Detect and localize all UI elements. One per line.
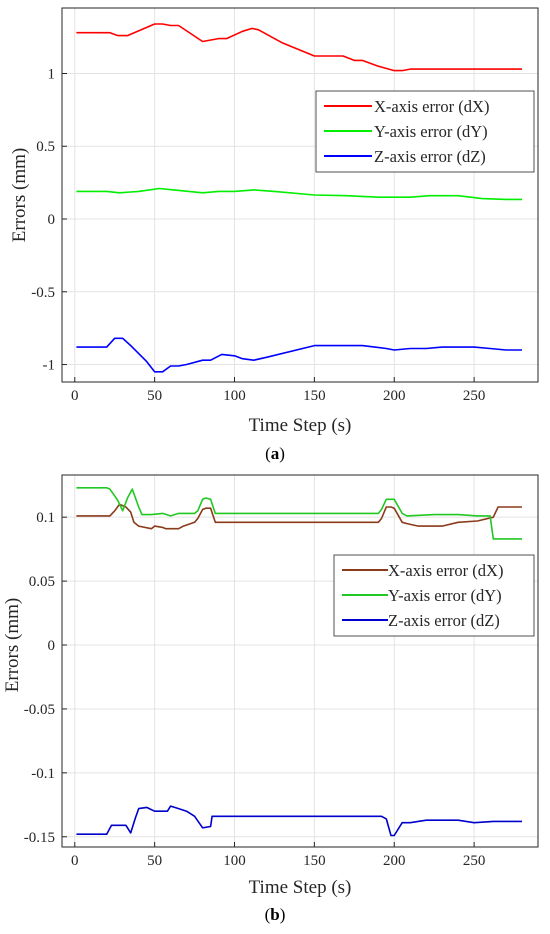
series-line-1 (76, 23, 522, 72)
x-tick-label: 250 (463, 853, 486, 869)
x-tick-label: 0 (71, 853, 79, 869)
panel-a-y-axis-title: Errors (mm) (9, 148, 30, 242)
legend-label-2: Y-axis error (dY) (374, 122, 488, 141)
x-tick-label: 50 (147, 853, 162, 869)
legend-label-1: X-axis error (dX) (388, 561, 503, 580)
series-line-2 (76, 486, 522, 540)
series-line-3 (76, 337, 522, 373)
y-tick-label: 0.1 (36, 510, 55, 526)
y-tick-label: 0.5 (36, 139, 55, 155)
x-tick-label: 150 (303, 388, 326, 404)
series-line-3 (76, 805, 522, 837)
panel-a-legend: X-axis error (dX) Y-axis error (dY) Z-axis… (315, 90, 535, 173)
y-tick-label: -0.1 (31, 766, 55, 782)
series-line-1 (76, 503, 522, 530)
x-tick-label: 50 (147, 388, 162, 404)
panel-a-x-axis-title: Time Step (s) (249, 415, 352, 436)
panel-a-chart: 0 50 100 150 200 250 -1 -0.5 0 0.5 1 Time Step (s)… (9, 7, 539, 436)
panel-b-ticks: 0 50 100 150 200 250 -0.15 -0.1 -0.05 0 0.05 0.1 (24, 510, 486, 869)
legend-label-1: X-axis error (dX) (374, 97, 489, 116)
y-tick-label: -0.05 (24, 702, 55, 718)
panel-b-x-axis-title: Time Step (s) (249, 877, 352, 898)
panel-a-axes-box (61, 7, 539, 383)
panel-b-axes-box (61, 474, 539, 848)
y-tick-label: 1 (48, 66, 56, 82)
panel-a-caption: (a) (265, 444, 285, 463)
panel-b-caption: (b) (265, 905, 286, 924)
y-tick-label: 0 (48, 638, 56, 654)
y-tick-label: 0 (48, 212, 56, 228)
legend-label-2: Y-axis error (dY) (388, 586, 502, 605)
y-tick-label: -1 (43, 358, 56, 374)
series-line-2 (76, 187, 522, 201)
panel-b-chart: 0 50 100 150 200 250 -0.15 -0.1 -0.05 0 0.05 0.1 Ti… (2, 474, 539, 898)
x-tick-label: 100 (223, 388, 246, 404)
panel-b-series (76, 486, 522, 837)
legend-label-3: Z-axis error (dZ) (388, 611, 500, 630)
x-tick-label: 200 (383, 388, 406, 404)
y-tick-label: -0.5 (31, 285, 55, 301)
panel-a-series (76, 23, 522, 373)
panel-b-plot-area (62, 475, 538, 847)
legend-label-3: Z-axis error (dZ) (374, 147, 486, 166)
panel-b-grid (62, 475, 538, 847)
panel-b-y-axis-title: Errors (mm) (2, 598, 23, 692)
x-tick-label: 250 (463, 388, 486, 404)
x-tick-label: 150 (303, 853, 326, 869)
panel-a-plot-area (62, 8, 538, 382)
panel-a-ticks: 0 50 100 150 200 250 -1 -0.5 0 0.5 1 (31, 66, 485, 404)
x-tick-label: 0 (71, 388, 79, 404)
y-tick-label: -0.15 (24, 830, 55, 846)
y-tick-label: 0.05 (29, 574, 55, 590)
panel-b-legend: X-axis error (dX) Y-axis error (dY) Z-axis… (333, 554, 535, 637)
x-tick-label: 200 (383, 853, 406, 869)
x-tick-label: 100 (223, 853, 246, 869)
